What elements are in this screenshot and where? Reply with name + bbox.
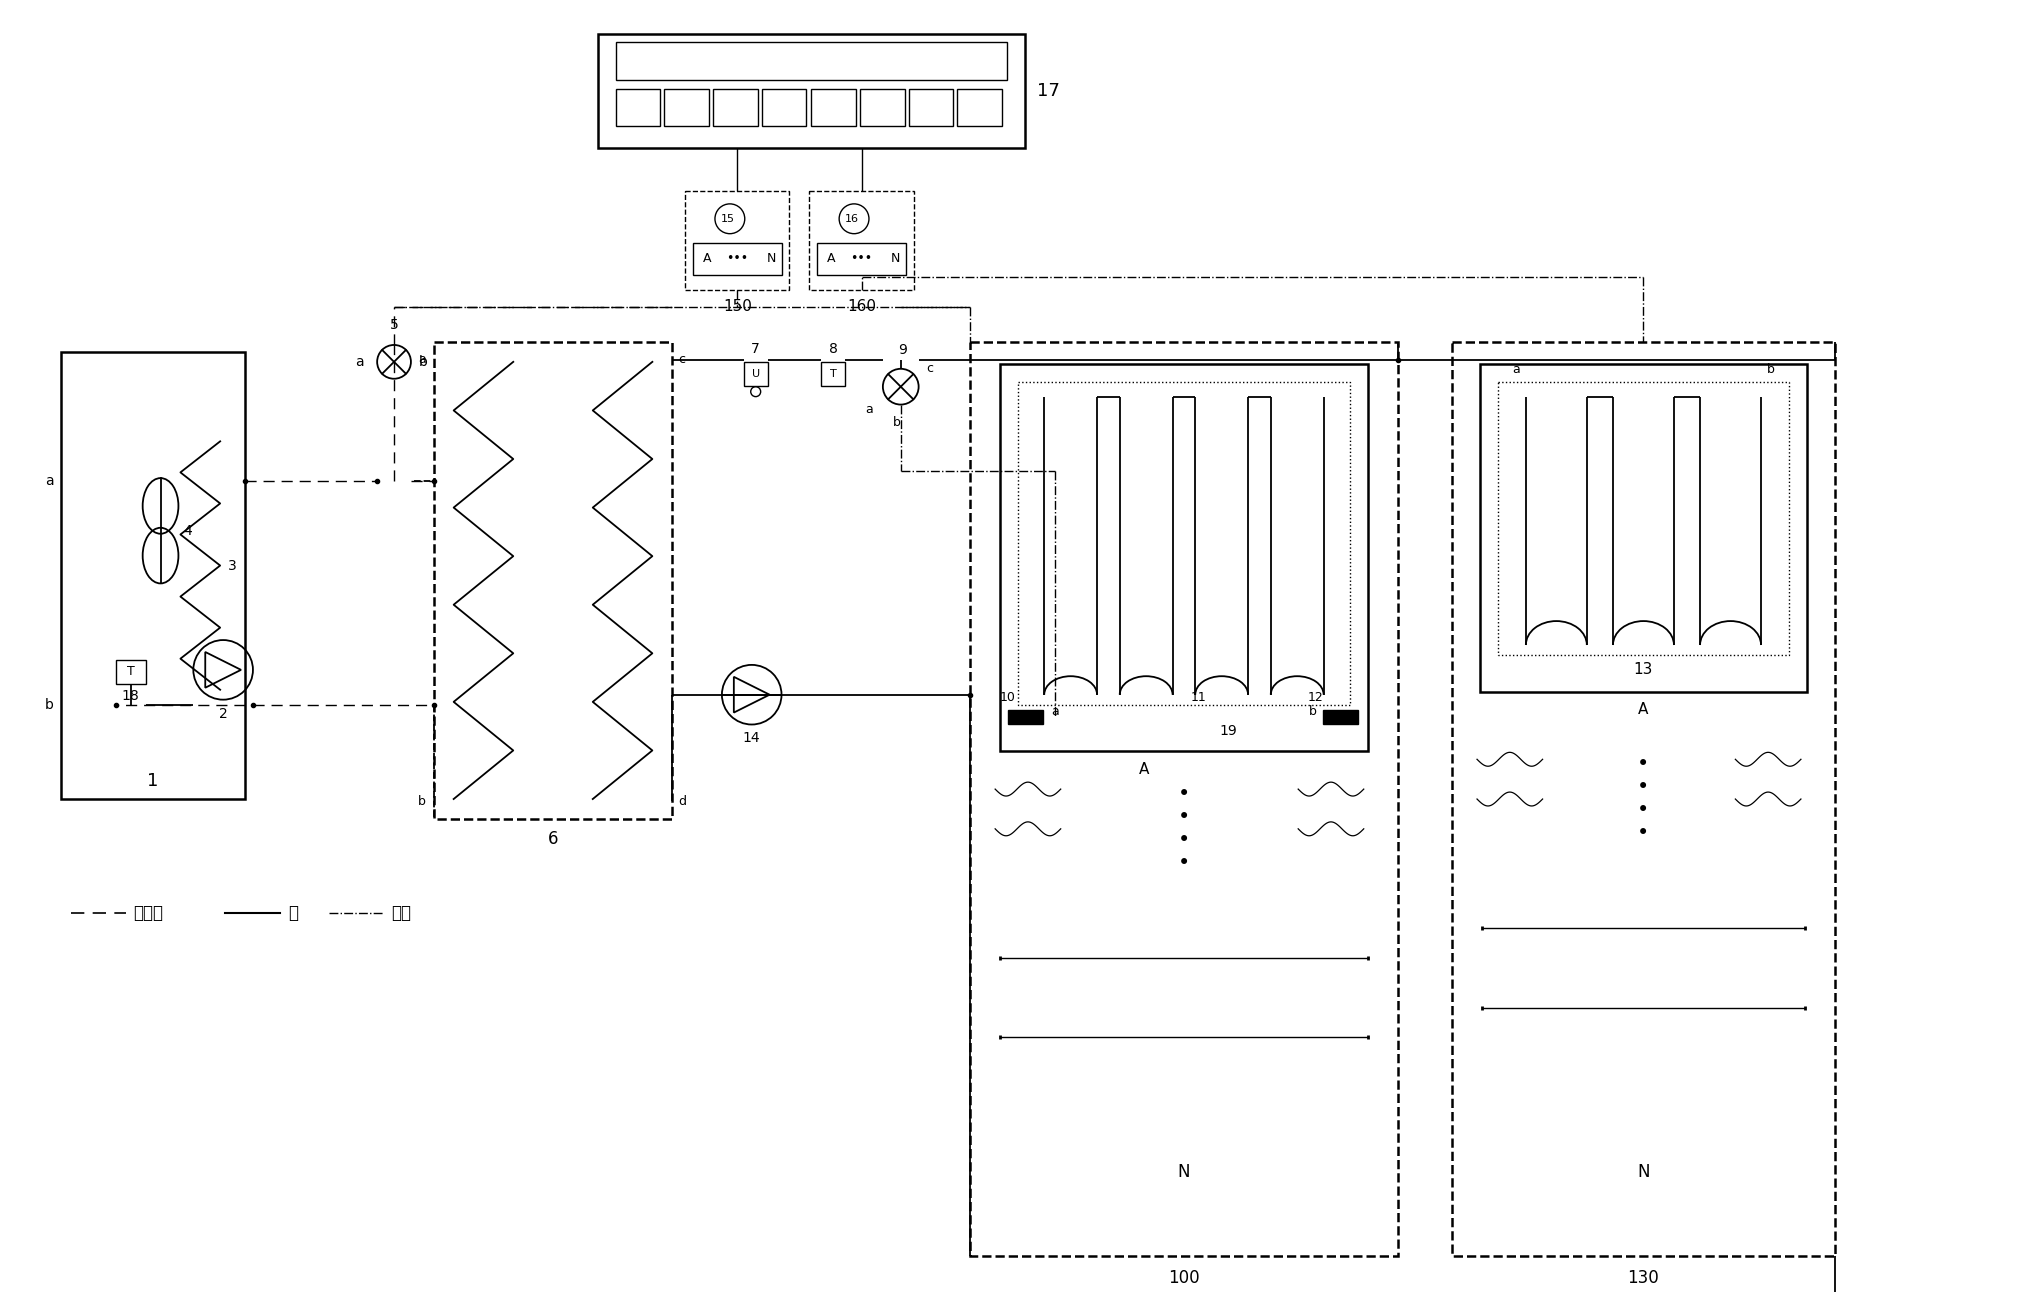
Text: A: A — [1637, 702, 1650, 717]
Text: 5: 5 — [391, 318, 399, 332]
Text: 12: 12 — [1308, 691, 1322, 704]
Text: 150: 150 — [722, 298, 753, 314]
Text: N: N — [1178, 1163, 1190, 1181]
Text: 19: 19 — [1218, 724, 1237, 739]
Text: N: N — [891, 251, 901, 264]
Text: N: N — [1637, 1163, 1650, 1181]
Text: 7: 7 — [751, 342, 761, 356]
Bar — [1009, 710, 1043, 723]
Text: 8: 8 — [828, 342, 838, 356]
Text: •: • — [1178, 784, 1190, 804]
Text: b: b — [419, 355, 427, 369]
Text: 冷却液: 冷却液 — [132, 905, 163, 923]
Text: a: a — [356, 355, 364, 369]
Text: A: A — [704, 251, 712, 264]
Bar — [1322, 710, 1359, 723]
Text: 17: 17 — [1037, 82, 1060, 100]
Text: c: c — [677, 354, 685, 367]
Text: 100: 100 — [1168, 1269, 1200, 1287]
Text: c: c — [928, 363, 934, 376]
Text: b: b — [45, 697, 53, 712]
Text: T: T — [830, 369, 836, 378]
Text: a: a — [45, 474, 53, 489]
Text: 130: 130 — [1627, 1269, 1660, 1287]
Text: b: b — [1768, 363, 1776, 376]
Text: U: U — [753, 369, 761, 378]
Text: 6: 6 — [547, 829, 557, 848]
Text: •: • — [1637, 823, 1650, 842]
Text: 水: 水 — [287, 905, 297, 923]
Text: 18: 18 — [122, 688, 140, 702]
Text: b: b — [417, 794, 425, 807]
Text: a: a — [864, 403, 873, 416]
Text: •••: ••• — [726, 251, 749, 264]
Text: a: a — [419, 354, 425, 367]
Text: •: • — [1637, 800, 1650, 820]
Text: 13: 13 — [1633, 662, 1654, 678]
Text: 15: 15 — [720, 214, 734, 224]
Text: 1: 1 — [146, 772, 159, 791]
Text: 2: 2 — [220, 706, 228, 721]
Text: A: A — [828, 251, 836, 264]
Text: •: • — [1178, 807, 1190, 827]
Text: 导线: 导线 — [391, 905, 411, 923]
Text: b: b — [893, 416, 901, 429]
Text: 14: 14 — [742, 731, 761, 745]
Text: •: • — [1178, 853, 1190, 872]
Text: 11: 11 — [1192, 691, 1206, 704]
Text: 4: 4 — [183, 524, 191, 538]
Text: a: a — [1052, 705, 1058, 718]
Text: A: A — [1139, 762, 1149, 776]
Text: 3: 3 — [228, 559, 236, 573]
Text: •: • — [1637, 754, 1650, 774]
Text: 10: 10 — [1001, 691, 1017, 704]
Text: 16: 16 — [844, 214, 858, 224]
Text: d: d — [677, 794, 685, 807]
Text: b: b — [1310, 705, 1318, 718]
Text: •: • — [1637, 778, 1650, 797]
Text: 160: 160 — [846, 298, 877, 314]
Text: •: • — [1178, 829, 1190, 850]
Text: a: a — [1511, 363, 1519, 376]
Text: 9: 9 — [899, 343, 907, 356]
Text: T: T — [126, 665, 134, 678]
Text: •••: ••• — [850, 251, 873, 264]
Text: N: N — [767, 251, 777, 264]
